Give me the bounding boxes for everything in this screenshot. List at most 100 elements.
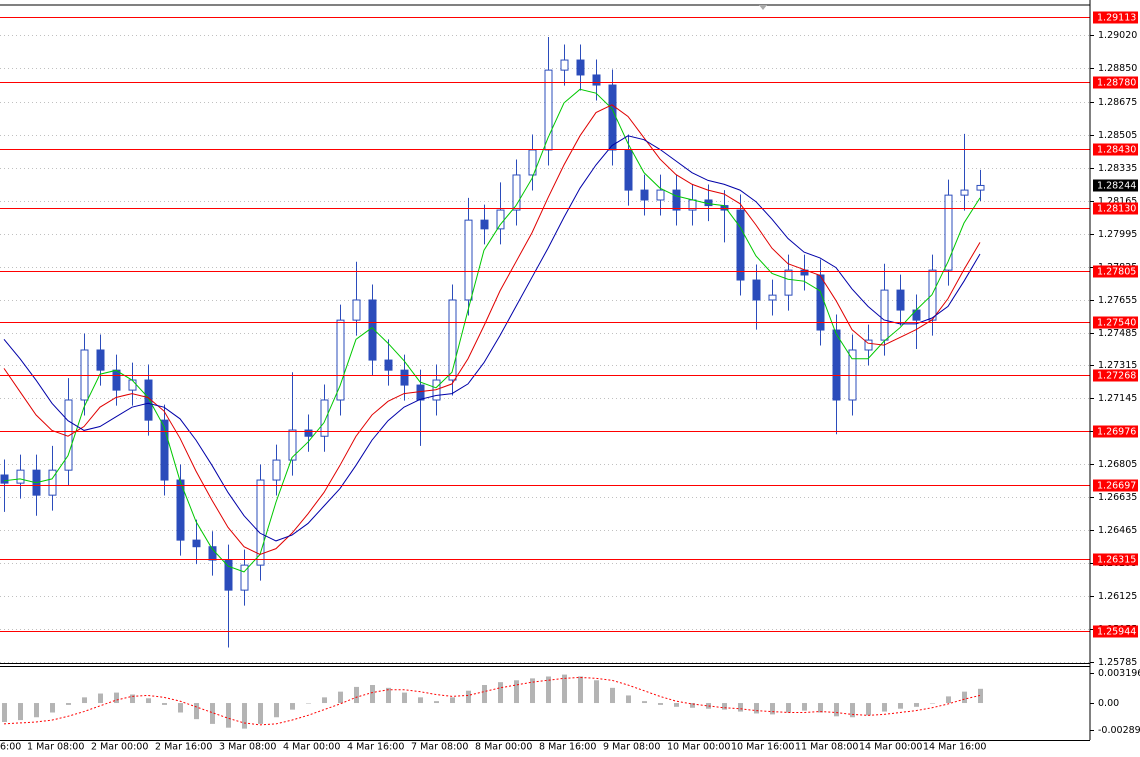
osc-bar (690, 703, 695, 708)
candle-body (192, 539, 201, 548)
x-tick-label: 8 Mar 16:00 (539, 742, 596, 753)
candle-body (288, 429, 297, 461)
level-label-box (1093, 202, 1138, 215)
osc-bar (594, 680, 599, 704)
candle-body (976, 184, 985, 191)
x-tick-label: 4 Mar 00:00 (283, 742, 340, 753)
level-label-box (1093, 425, 1138, 438)
level-label: 1.29113 (1097, 13, 1136, 24)
candle-body (928, 269, 937, 321)
osc-bar (578, 676, 583, 704)
osc-bar (978, 688, 983, 704)
level-label-box (1093, 479, 1138, 492)
level-label-box (1093, 369, 1138, 382)
osc-bar (898, 703, 903, 709)
osc-bar (402, 692, 407, 704)
osc-bar (34, 703, 39, 718)
osc-bar (306, 703, 311, 704)
osc-bar (322, 697, 327, 704)
candle-body (608, 84, 617, 151)
osc-bar (450, 697, 455, 704)
y-tick-label: 1.26465 (1098, 525, 1137, 536)
candle-body (864, 339, 873, 351)
candle-body (448, 299, 457, 381)
candle-body (832, 329, 841, 401)
candle-body (256, 479, 265, 566)
candle-body (80, 349, 89, 401)
osc-bar (338, 691, 343, 704)
osc-bar (498, 682, 503, 704)
level-label: 1.27805 (1097, 267, 1136, 278)
osc-bar (610, 687, 615, 704)
x-tick-label: 10 Mar 16:00 (731, 742, 794, 753)
osc-bar (210, 703, 215, 724)
candle-body (224, 559, 233, 591)
candle-body (272, 459, 281, 481)
marks-layer (0, 17, 1090, 729)
level-label-box (1093, 76, 1138, 89)
x-tick-label: 14 Mar 16:00 (923, 742, 986, 753)
x-tick-label: 1 Mar 08:00 (27, 742, 84, 753)
candle-body (944, 194, 953, 271)
candle-body (384, 359, 393, 371)
level-label: 1.27268 (1097, 371, 1136, 382)
level-label-box (1093, 265, 1138, 278)
x-tick-label: 6:00 (0, 742, 21, 753)
candle-body (880, 289, 889, 341)
level-label-box (1093, 625, 1138, 638)
candle-body (624, 149, 633, 191)
level-label: 1.26976 (1097, 427, 1136, 438)
x-tick-label: 14 Mar 00:00 (859, 742, 922, 753)
candle-body (112, 369, 121, 391)
candle-body (896, 289, 905, 311)
moving-average (3, 135, 981, 542)
level-label-box (1093, 316, 1138, 329)
candle-body (672, 189, 681, 211)
candle-body (640, 189, 649, 201)
level-label-box (1093, 11, 1138, 24)
level-label: 1.26697 (1097, 481, 1136, 492)
osc-signal (3, 676, 981, 726)
level-label: 1.25944 (1097, 627, 1136, 638)
candle-body (592, 74, 601, 86)
y-tick-label: 1.28850 (1098, 63, 1137, 74)
candle-body (416, 384, 425, 401)
osc-bar (82, 697, 87, 704)
y-tick-label: 1.28335 (1098, 163, 1137, 174)
osc-bar (946, 696, 951, 704)
y-tick-label: 1.27145 (1098, 393, 1137, 404)
osc-bar (818, 703, 823, 713)
candle-body (400, 369, 409, 386)
level-label: 1.28130 (1097, 204, 1136, 215)
last-price-box (1093, 179, 1138, 192)
osc-bar (178, 703, 183, 713)
axis-layer: 6:00 1 Mar 08:00 2 Mar 00:00 2 Mar 16:00 3 M… (0, 11, 1140, 753)
candle-body (560, 59, 569, 71)
osc-bar (546, 676, 551, 704)
osc-bar (98, 693, 103, 704)
osc-bar (258, 703, 263, 724)
candle-body (16, 469, 25, 484)
level-label: 1.28780 (1097, 78, 1136, 89)
osc-bar (674, 703, 679, 707)
osc-bar (530, 678, 535, 704)
candle-body (960, 189, 969, 196)
osc-bar (562, 674, 567, 704)
level-label: 1.27540 (1097, 318, 1136, 329)
osc-bar (514, 680, 519, 704)
osc-bar (466, 690, 471, 704)
osc-bar (482, 685, 487, 704)
osc-bar (738, 703, 743, 712)
level-label-box (1093, 553, 1138, 566)
x-tick-label: 8 Mar 00:00 (475, 742, 532, 753)
osc-bar (434, 701, 439, 704)
y-tick-label: 1.27315 (1098, 360, 1137, 371)
osc-bar (226, 703, 231, 728)
y-tick-label: 1.25785 (1098, 657, 1137, 668)
x-tick-label: 3 Mar 08:00 (219, 742, 276, 753)
osc-bar (194, 703, 199, 720)
y-tick-label: 1.28505 (1098, 130, 1137, 141)
x-tick-label: 2 Mar 16:00 (155, 742, 212, 753)
osc-bar (66, 703, 71, 705)
candle-body (816, 274, 825, 331)
